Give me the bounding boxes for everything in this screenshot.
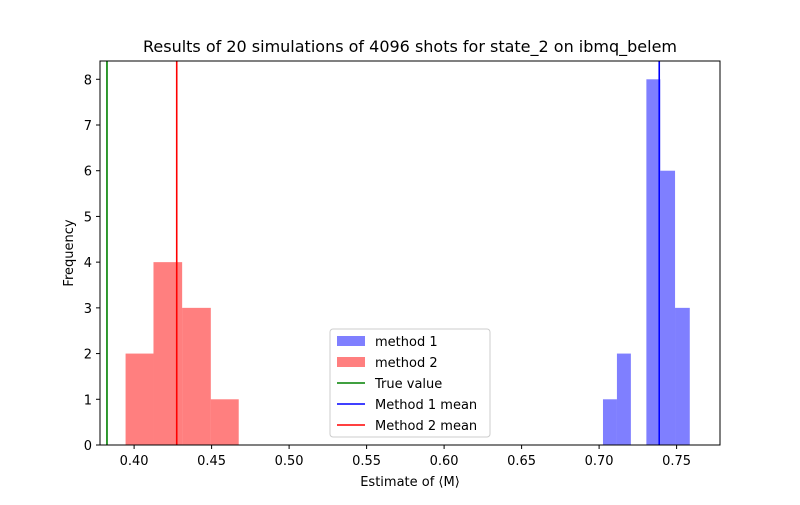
x-tick-label: 0.65	[507, 454, 536, 469]
x-tick-label: 0.60	[430, 454, 459, 469]
y-tick-label: 6	[84, 165, 92, 180]
legend-label: method 1	[375, 335, 438, 350]
histogram-bar	[182, 307, 211, 445]
x-tick-label: 0.55	[352, 454, 381, 469]
histogram-bar	[153, 262, 183, 445]
x-tick-label: 0.50	[275, 454, 304, 469]
histogram-bar	[616, 353, 631, 445]
y-tick-label: 2	[84, 348, 92, 363]
histogram-bar	[602, 399, 617, 445]
chart-title: Results of 20 simulations of 4096 shots …	[143, 37, 677, 57]
y-tick-label: 1	[84, 393, 92, 408]
histogram-bar	[125, 353, 154, 445]
axes-frame	[99, 60, 721, 446]
histogram-bar	[210, 399, 239, 445]
y-tick-label: 3	[84, 302, 92, 317]
histogram-bar	[646, 79, 661, 446]
x-tick-label: 0.70	[585, 454, 614, 469]
legend-swatch	[337, 336, 365, 346]
x-tick-label: 0.75	[662, 454, 691, 469]
plot-area	[106, 61, 690, 446]
x-tick-label: 0.40	[120, 454, 149, 469]
legend-swatch	[337, 357, 365, 367]
legend-label: method 2	[375, 356, 438, 371]
y-tick-label: 7	[84, 119, 92, 134]
x-tick-label: 0.45	[197, 454, 226, 469]
y-tick-label: 4	[84, 256, 92, 271]
legend-label: Method 1 mean	[375, 398, 477, 413]
y-tick-label: 0	[84, 439, 92, 454]
legend-box	[329, 328, 491, 438]
x-axis-label: Estimate of ⟨M⟩	[360, 475, 460, 490]
y-axis-label: Frequency	[62, 219, 77, 286]
histogram-bar	[675, 307, 690, 445]
y-tick-label: 8	[84, 73, 92, 88]
legend-label: True value	[374, 377, 442, 392]
axes: 0.40 0.45 0.50 0.55 0.60 0.65 0.70 0.75 0 1 2 3 4 5 6 7…	[84, 60, 721, 469]
legend: method 1 method 2 True value Method 1 mean M…	[329, 328, 491, 438]
y-tick-label: 5	[84, 210, 92, 225]
legend-label: Method 2 mean	[375, 419, 477, 434]
histogram-bar	[660, 170, 676, 445]
